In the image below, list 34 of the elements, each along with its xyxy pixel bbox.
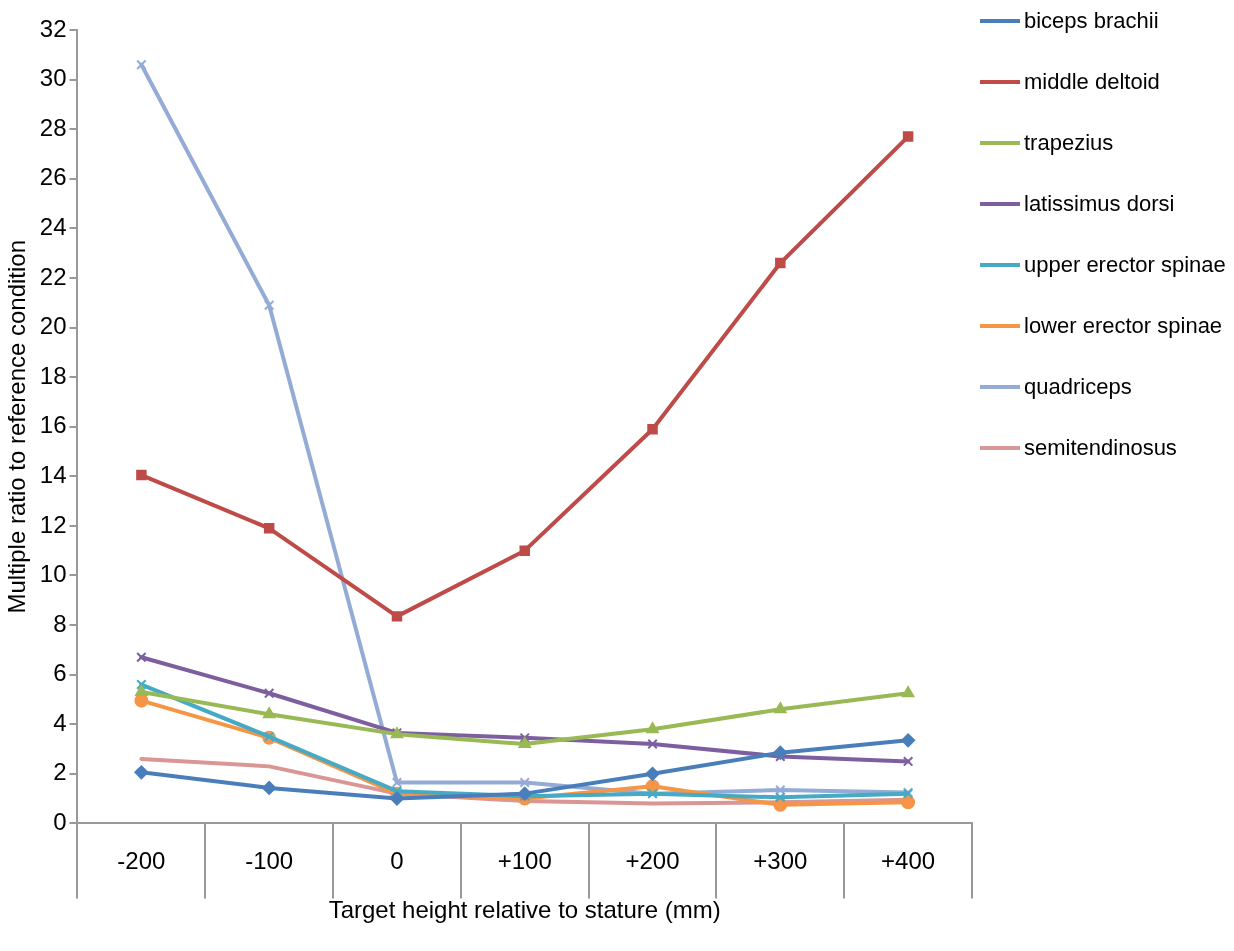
legend-label: semitendinosus: [1024, 435, 1177, 461]
x-tick-label: -100: [245, 847, 294, 875]
legend-label: trapezius: [1024, 130, 1114, 156]
y-tick-label: 10: [39, 560, 67, 588]
y-tick-label: 24: [39, 212, 67, 240]
y-tick-label: 18: [39, 361, 67, 389]
y-tick-label: 4: [53, 708, 67, 736]
y-tick-label: 26: [39, 163, 67, 191]
legend-label: latissimus dorsi: [1024, 191, 1175, 217]
y-tick-label: 8: [53, 609, 67, 637]
x-tick-label: +300: [753, 847, 808, 875]
y-tick-label: 28: [39, 113, 67, 141]
y-tick-label: 20: [39, 312, 67, 340]
y-axis-title: Multiple ratio to reference condition: [3, 239, 31, 614]
y-tick-label: 0: [53, 808, 67, 836]
y-tick-label: 16: [39, 411, 67, 439]
legend-label: upper erector spinae: [1024, 252, 1226, 278]
legend-label: quadriceps: [1024, 374, 1132, 400]
x-tick-label: -200: [117, 847, 166, 875]
x-tick-label: +200: [625, 847, 680, 875]
y-tick-label: 22: [39, 262, 67, 290]
x-tick-label: +400: [881, 847, 936, 875]
legend-label: biceps brachii: [1024, 8, 1159, 34]
y-tick-label: 14: [39, 460, 67, 488]
y-tick-label: 12: [39, 510, 67, 538]
legend-label: middle deltoid: [1024, 69, 1160, 95]
y-tick-label: 6: [53, 659, 67, 687]
x-axis-title: Target height relative to stature (mm): [328, 896, 721, 924]
x-tick-label: 0: [390, 847, 404, 875]
legend-label: lower erector spinae: [1024, 313, 1223, 339]
y-tick-label: 32: [39, 14, 67, 42]
y-tick-label: 2: [53, 758, 67, 786]
y-tick-label: 30: [39, 64, 67, 92]
x-tick-label: +100: [497, 847, 552, 875]
